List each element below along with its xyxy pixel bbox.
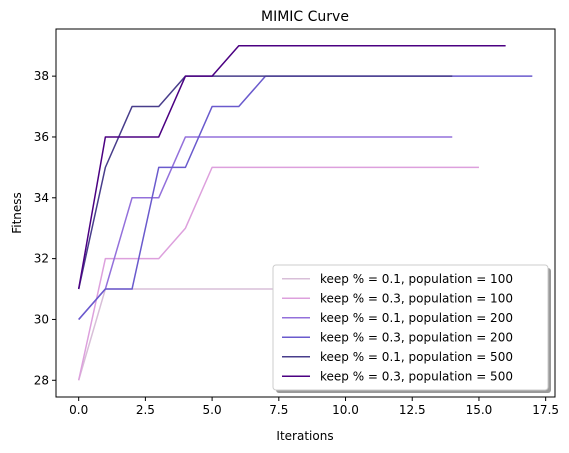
legend-entry-label: keep % = 0.3, population = 100: [320, 291, 513, 305]
x-tick-label: 15.0: [466, 403, 493, 417]
x-tick-label: 12.5: [399, 403, 426, 417]
legend-entry-label: keep % = 0.3, population = 500: [320, 369, 513, 383]
y-axis-ticks: 28 30 32 34 36 38: [34, 69, 56, 387]
y-tick-label: 38: [34, 69, 49, 83]
plot-lines: [77, 44, 533, 381]
x-tick-label: 7.5: [269, 403, 288, 417]
plot-frame: [55, 28, 556, 398]
series-line-5: [77, 75, 453, 290]
x-tick-label: 10.0: [332, 403, 359, 417]
y-tick-label: 30: [34, 312, 49, 326]
x-tick-label: 0.0: [69, 403, 88, 417]
legend-entry-label: keep % = 0.1, population = 500: [320, 350, 513, 364]
legend-entry-label: keep % = 0.1, population = 200: [320, 311, 513, 325]
legend-box: [272, 264, 549, 391]
x-tick-label: 2.5: [136, 403, 155, 417]
series-line-3: [78, 136, 453, 320]
chart-title: MIMIC Curve: [261, 9, 349, 25]
legend: keep % = 0.1, population = 100 keep % = 0…: [272, 264, 551, 393]
y-tick-label: 34: [34, 191, 49, 205]
x-axis-label: Iterations: [276, 429, 333, 443]
y-axis-label: Fitness: [10, 192, 24, 234]
series-line-2: [77, 166, 479, 381]
y-tick-label: 28: [34, 373, 49, 387]
x-tick-label: 17.5: [532, 403, 559, 417]
legend-entry-label: keep % = 0.3, population = 200: [320, 330, 513, 344]
series-line-6: [77, 44, 506, 290]
x-axis-ticks: 0.0 2.5 5.0 7.5 10.0 12.5 15.0 17.5: [69, 397, 559, 417]
y-tick-label: 32: [34, 252, 49, 266]
y-tick-label: 36: [34, 130, 49, 144]
x-tick-label: 5.0: [203, 403, 222, 417]
legend-entry-label: keep % = 0.1, population = 100: [320, 272, 513, 286]
